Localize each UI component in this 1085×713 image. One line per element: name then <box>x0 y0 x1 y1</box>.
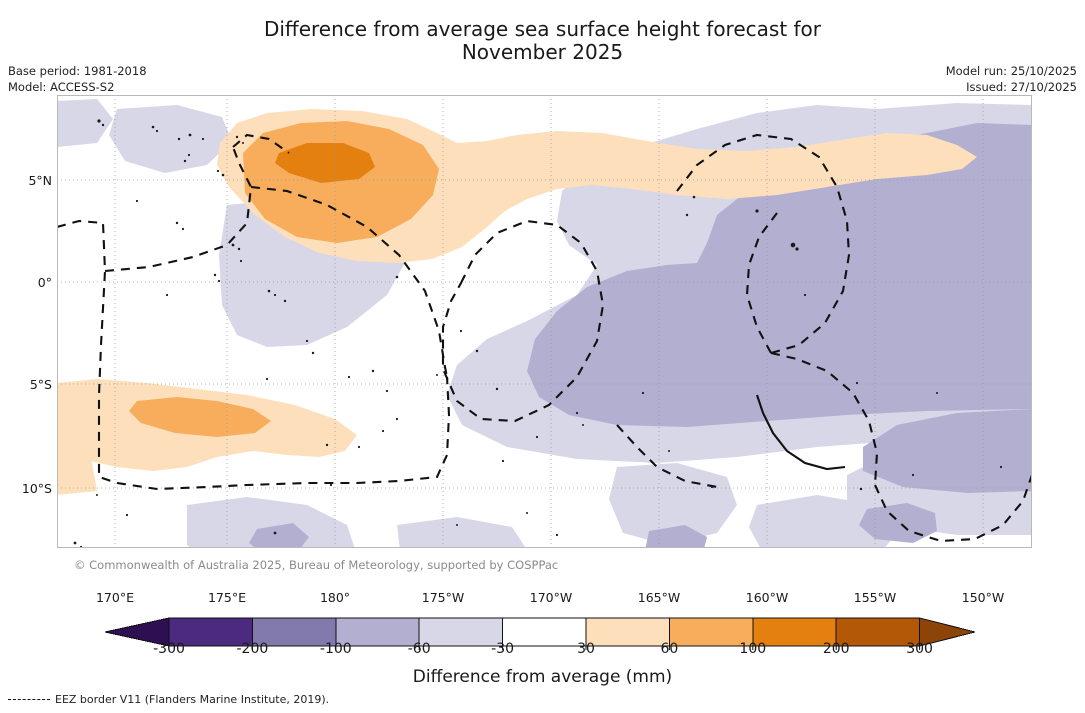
lon-tick-170E: 170°E <box>95 590 134 605</box>
lon-tick-175W: 175°W <box>421 590 465 605</box>
lon-tick-180: 180° <box>319 590 351 605</box>
eez-legend-label: EEZ border V11 (Flanders Marine Institut… <box>55 693 330 706</box>
eez-border-solid-segment <box>756 394 846 471</box>
map-gridlines <box>57 95 1032 548</box>
map-plot-area[interactable] <box>57 95 1032 548</box>
lat-tick-5N: 5°N <box>28 173 52 188</box>
island-specks <box>73 119 1003 548</box>
map-copyright-text: © Commonwealth of Australia 2025, Bureau… <box>74 558 559 572</box>
lon-tick-165W: 165°W <box>637 590 681 605</box>
eez-legend: EEZ border V11 (Flanders Marine Institut… <box>8 693 329 706</box>
model-run-text: Model run: 25/10/2025 <box>945 64 1077 78</box>
lat-tick-5S: 5°S <box>29 377 52 392</box>
cbar-tick--100: -100 <box>319 641 352 657</box>
dashed-line-icon <box>8 698 50 701</box>
eez-border-lines <box>57 133 1032 543</box>
meta-right-block: Model run: 25/10/2025 Issued: 27/10/2025 <box>946 63 1077 95</box>
cbar-tick-100: 100 <box>739 641 767 657</box>
lat-tick-0: 0° <box>37 275 52 290</box>
cbar-tick--300: -300 <box>153 641 185 657</box>
lon-tick-150W: 150°W <box>961 590 1005 605</box>
cbar-tick--60: -60 <box>407 641 431 657</box>
latitude-axis-labels: 5°N 0° 5°S 10°S <box>0 0 52 713</box>
lon-tick-170W: 170°W <box>529 590 573 605</box>
cbar-tick-300: 300 <box>906 641 933 657</box>
lon-tick-160W: 160°W <box>745 590 789 605</box>
meta-left-block: Base period: 1981-2018 Model: ACCESS-S2 <box>8 63 147 95</box>
cbar-tick--200: -200 <box>236 641 269 657</box>
issued-text: Issued: 27/10/2025 <box>966 80 1077 94</box>
sea-surface-height-anomaly-map <box>57 95 1032 548</box>
cbar-tick-200: 200 <box>822 641 850 657</box>
anomaly-band-pos100 <box>275 143 375 183</box>
colorbar-title: Difference from average (mm) <box>412 667 673 687</box>
model-text: Model: ACCESS-S2 <box>8 80 115 94</box>
page-title: Difference from average sea surface heig… <box>263 17 822 64</box>
cbar-tick-30: 30 <box>577 641 595 657</box>
cbar-tick-60: 60 <box>660 641 679 657</box>
lat-tick-10S: 10°S <box>21 481 52 496</box>
lon-tick-155W: 155°W <box>853 590 897 605</box>
lon-tick-175E: 175°E <box>207 590 246 605</box>
cbar-tick--30: -30 <box>491 641 515 657</box>
base-period-text: Base period: 1981-2018 <box>8 64 147 78</box>
